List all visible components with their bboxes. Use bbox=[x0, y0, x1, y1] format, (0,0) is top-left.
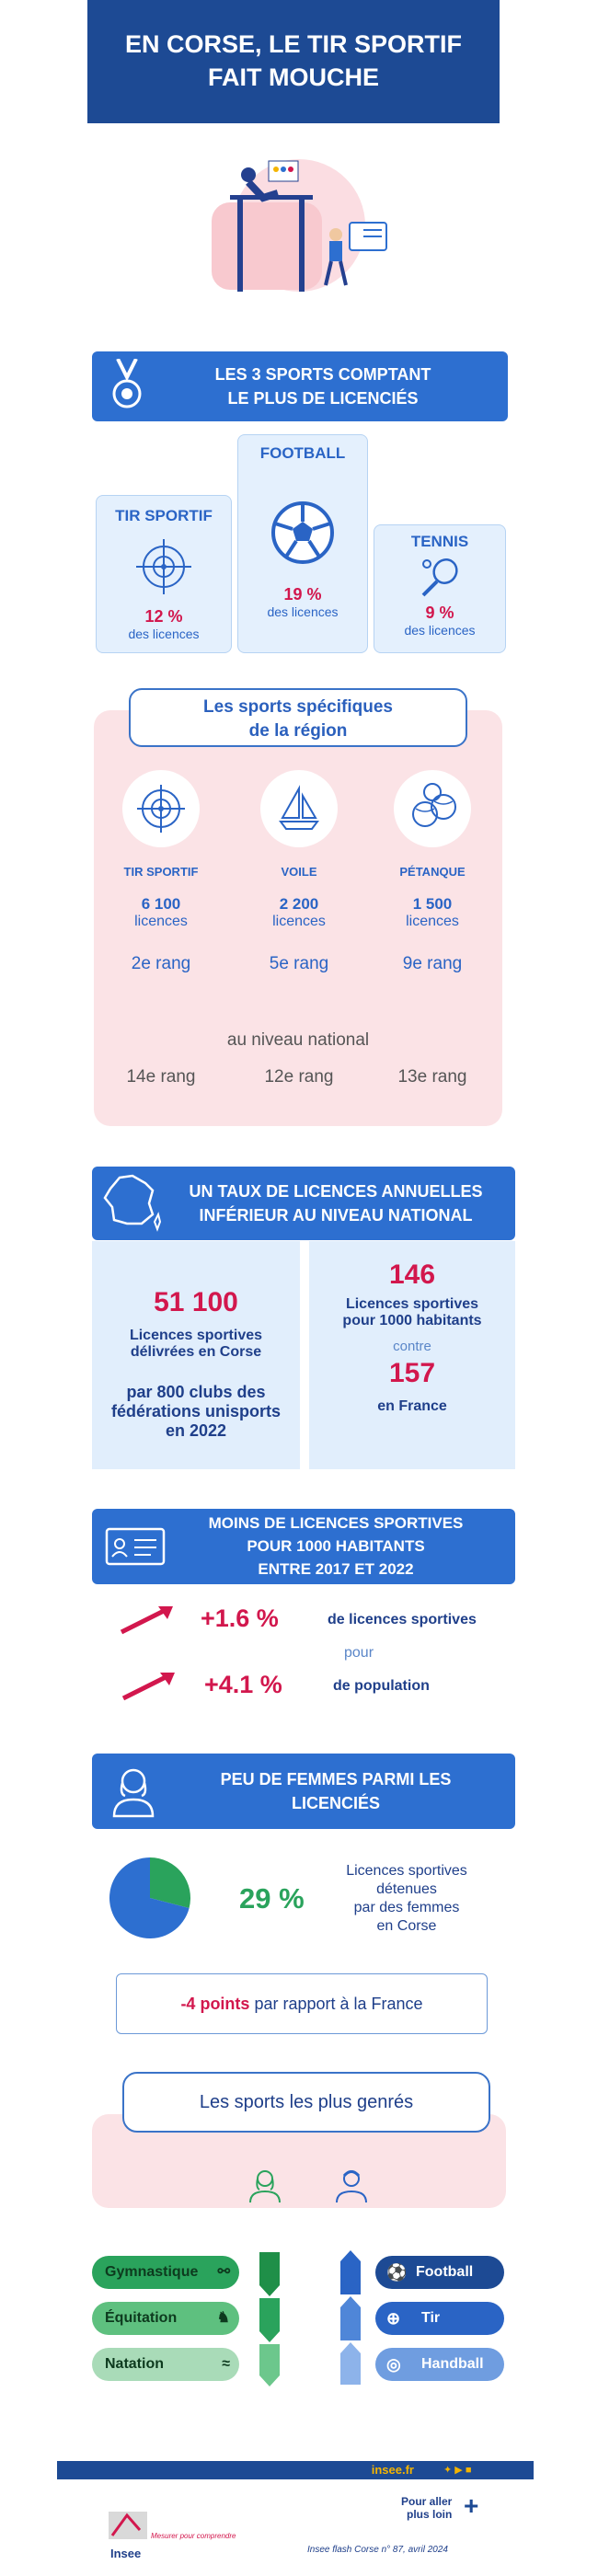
female-sport-gymnastique: Gymnastique ⚯ bbox=[92, 2256, 239, 2289]
insee-logo bbox=[109, 2512, 147, 2539]
female-ranking-arrow bbox=[259, 2252, 280, 2386]
pie-slice-women bbox=[150, 1857, 190, 1908]
target-icon bbox=[136, 539, 191, 594]
national-rank-voile: 12e rang bbox=[264, 1067, 334, 1087]
per-1000-card: 146 Licences sportives pour 1000 habitan… bbox=[309, 1241, 515, 1469]
regional-item-petanque: PÉTANQUE 1 500 licences 9e rang bbox=[399, 865, 466, 973]
podium-tir-sportif: TIR SPORTIF 12 % des licences bbox=[96, 495, 232, 653]
twitter-icon[interactable]: ✦ bbox=[443, 2465, 453, 2476]
section3-banner: UN TAUX DE LICENCES ANNUELLES INFÉRIEUR … bbox=[92, 1167, 515, 1240]
footer-bar: insee.fr bbox=[57, 2461, 534, 2479]
male-sport-tir: ⊕ Tir bbox=[375, 2302, 504, 2335]
social-icons: ✦ ▶ ■ bbox=[443, 2464, 471, 2476]
male-sport-handball: ◎ Handball bbox=[375, 2348, 504, 2381]
national-label: au niveau national bbox=[226, 1030, 370, 1050]
insee-tagline: Mesurer pour comprendre bbox=[151, 2532, 236, 2540]
id-card-icon bbox=[105, 1527, 166, 1566]
compare-france-box: -4 points par rapport à la France bbox=[116, 1973, 488, 2034]
male-ranking-arrow bbox=[340, 2250, 361, 2385]
podium-football: FOOTBALL 19 % des licences bbox=[237, 434, 368, 653]
regional-icon-voile bbox=[260, 770, 338, 847]
tennis-racket-icon bbox=[421, 558, 458, 597]
pour-label: pour bbox=[344, 1645, 374, 1661]
national-rank-petanque: 13e rang bbox=[397, 1067, 467, 1087]
section5-banner: PEU DE FEMMES PARMI LES LICENCIÉS bbox=[92, 1754, 515, 1829]
petanque-balls-icon bbox=[412, 783, 456, 827]
national-rank-tir: 14e rang bbox=[126, 1067, 196, 1087]
regional-icon-tir bbox=[122, 770, 200, 847]
page-title: EN CORSE, LE TIR SPORTIF FAIT MOUCHE bbox=[87, 0, 500, 123]
woman-icon bbox=[249, 2170, 281, 2203]
regional-item-tir: TIR SPORTIF 6 100 licences 2e rang bbox=[123, 865, 199, 973]
licences-growth-value: +1.6 % bbox=[201, 1604, 279, 1632]
podium-tennis: TENNIS 9 % des licences bbox=[374, 524, 506, 653]
insee-brand: Insee bbox=[110, 2547, 142, 2560]
population-growth-value: +4.1 % bbox=[204, 1671, 282, 1698]
female-sport-equitation: Équitation ♞ bbox=[92, 2302, 239, 2335]
target-icon bbox=[137, 785, 185, 833]
gendered-title: Les sports les plus genrés bbox=[122, 2072, 490, 2133]
section1-banner: LES 3 SPORTS COMPTANT LE PLUS DE LICENCI… bbox=[92, 351, 508, 421]
site-link[interactable]: insee.fr bbox=[371, 2463, 414, 2477]
gymnastics-rings-icon: ⚯ bbox=[217, 2264, 230, 2280]
man-icon bbox=[336, 2170, 367, 2203]
hero-illustration bbox=[212, 159, 387, 292]
publication-reference: Insee flash Corse n° 87, avril 2024 bbox=[307, 2545, 448, 2555]
population-growth-label: de population bbox=[333, 1678, 430, 1694]
medal-icon bbox=[112, 359, 142, 408]
women-share-label: Licences sportives détenues par des femm… bbox=[346, 1863, 467, 1934]
women-share-pie bbox=[109, 1857, 190, 1938]
horse-icon: ♞ bbox=[216, 2310, 230, 2326]
woman-icon bbox=[112, 1768, 155, 1818]
corsica-licences-card: 51 100 Licences sportives délivrées en C… bbox=[92, 1241, 300, 1469]
swimming-icon: ≈ bbox=[222, 2356, 230, 2372]
arrow-up-right-icon bbox=[121, 1673, 175, 1701]
section4-banner: MOINS DE LICENCES SPORTIVES POUR 1000 HA… bbox=[92, 1509, 515, 1584]
women-share-value: 29 % bbox=[239, 1882, 305, 1915]
male-sport-football: ⚽ Football bbox=[375, 2256, 504, 2289]
target-icon: ⊕ bbox=[386, 2309, 401, 2328]
plus-icon[interactable]: + bbox=[464, 2491, 479, 2520]
pie-slice-men bbox=[109, 1857, 190, 1938]
regional-sports-title: Les sports spécifiques de la région bbox=[129, 688, 467, 747]
regional-icon-petanque bbox=[394, 770, 471, 847]
arrow-up-right-icon bbox=[120, 1606, 173, 1635]
female-sport-natation: Natation ≈ bbox=[92, 2348, 239, 2381]
soccer-ball-icon bbox=[271, 501, 334, 564]
youtube-icon[interactable]: ▶ bbox=[454, 2465, 463, 2476]
regional-item-voile: VOILE 2 200 licences 5e rang bbox=[269, 865, 329, 973]
france-map-icon bbox=[103, 1174, 162, 1232]
handball-icon: ◎ bbox=[386, 2355, 401, 2374]
more-link[interactable]: Pour aller plus loin bbox=[401, 2495, 453, 2521]
linkedin-icon[interactable]: ■ bbox=[465, 2465, 472, 2476]
sailboat-icon bbox=[279, 785, 319, 830]
soccer-ball-icon: ⚽ bbox=[386, 2263, 408, 2282]
licences-growth-label: de licences sportives bbox=[328, 1612, 477, 1627]
